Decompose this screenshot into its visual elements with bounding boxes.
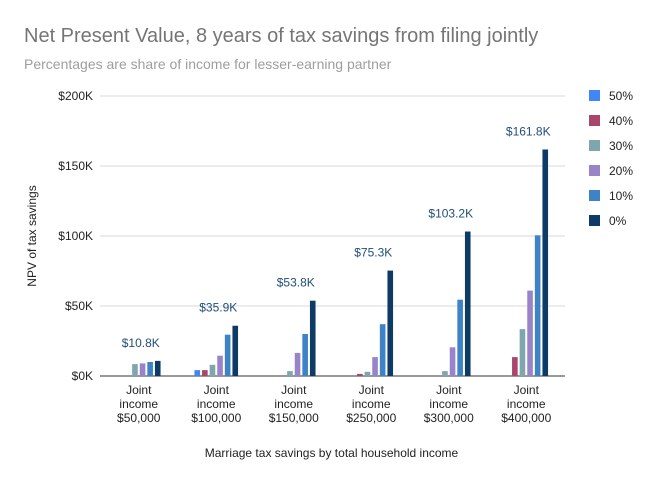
x-tick-label: $100,000	[191, 411, 241, 425]
legend-label: 40%	[609, 114, 633, 128]
bar-10pct-cat-1	[224, 334, 231, 376]
bar-40pct-cat-5	[512, 357, 518, 376]
x-tick-label: Joint	[204, 383, 230, 397]
x-tick-label: income	[507, 397, 546, 411]
bar-30pct-cat-4	[442, 371, 448, 376]
x-tick-label: $50,000	[117, 411, 161, 425]
bar-10pct-cat-2	[302, 334, 308, 376]
data-label: $35.9K	[199, 301, 237, 315]
legend-label: 30%	[609, 139, 633, 153]
bar-40pct-cat-1	[202, 370, 208, 376]
legend-swatch-40pct	[589, 115, 600, 126]
bar-0pct-cat-0	[154, 360, 161, 376]
chart-subtitle: Percentages are share of income for less…	[24, 56, 392, 72]
y-tick-label: $150K	[58, 159, 93, 173]
bar-20pct-cat-3	[372, 357, 378, 376]
bar-40pct-cat-3	[357, 373, 363, 376]
y-tick-label: $200K	[58, 89, 93, 103]
x-tick-label: Joint	[281, 383, 307, 397]
legend-label: 20%	[609, 164, 633, 178]
data-label: $53.8K	[277, 276, 315, 290]
x-tick-label: Joint	[436, 383, 462, 397]
bar-10pct-cat-4	[457, 299, 463, 376]
legend-label: 10%	[609, 189, 633, 203]
chart-title: Net Present Value, 8 years of tax saving…	[24, 25, 539, 47]
bar-30pct-cat-2	[287, 371, 293, 376]
bar-30pct-cat-0	[132, 364, 138, 376]
data-label: $103.2K	[428, 207, 473, 221]
bar-50pct-cat-1	[194, 370, 201, 376]
x-tick-label: income	[119, 397, 158, 411]
bar-20pct-cat-1	[217, 355, 223, 376]
data-label: $161.8K	[506, 124, 551, 138]
bar-30pct-cat-5	[519, 329, 526, 376]
x-tick-label: $400,000	[501, 411, 551, 425]
y-tick-label: $100K	[58, 229, 93, 243]
bar-20pct-cat-4	[449, 347, 456, 376]
bar-10pct-cat-3	[379, 324, 386, 376]
x-tick-label: Joint	[359, 383, 385, 397]
legend-swatch-20pct	[589, 165, 600, 176]
x-tick-label: income	[429, 397, 468, 411]
legend-swatch-50pct	[589, 90, 600, 101]
y-tick-label: $0K	[72, 369, 93, 383]
bar-20pct-cat-5	[527, 290, 533, 376]
y-tick-label: $50K	[65, 299, 93, 313]
x-tick-label: $250,000	[346, 411, 396, 425]
x-tick-label: $150,000	[269, 411, 319, 425]
bar-0pct-cat-3	[387, 270, 394, 376]
legend-label: 50%	[609, 89, 633, 103]
bar-10pct-cat-5	[534, 235, 541, 376]
x-tick-label: income	[352, 397, 391, 411]
legend-swatch-0pct	[589, 215, 600, 226]
x-tick-label: income	[197, 397, 236, 411]
y-axis-title: NPV of tax savings	[25, 185, 39, 286]
legend-swatch-30pct	[589, 140, 600, 151]
x-tick-label: Joint	[126, 383, 152, 397]
x-tick-label: $300,000	[424, 411, 474, 425]
legend-swatch-10pct	[589, 190, 600, 201]
data-label: $10.8K	[122, 336, 160, 350]
bar-0pct-cat-2	[309, 300, 316, 376]
x-axis-title: Marriage tax savings by total household …	[205, 446, 459, 460]
bar-20pct-cat-2	[294, 352, 301, 376]
bar-30pct-cat-3	[364, 371, 371, 376]
bar-0pct-cat-5	[542, 149, 549, 376]
bar-30pct-cat-1	[209, 364, 216, 376]
legend-label: 0%	[609, 214, 627, 228]
bar-10pct-cat-0	[147, 362, 153, 376]
x-tick-label: Joint	[514, 383, 540, 397]
bar-0pct-cat-4	[464, 231, 471, 376]
bar-0pct-cat-1	[232, 325, 239, 376]
x-tick-label: income	[274, 397, 313, 411]
data-label: $75.3K	[354, 246, 392, 260]
bar-20pct-cat-0	[139, 363, 146, 376]
